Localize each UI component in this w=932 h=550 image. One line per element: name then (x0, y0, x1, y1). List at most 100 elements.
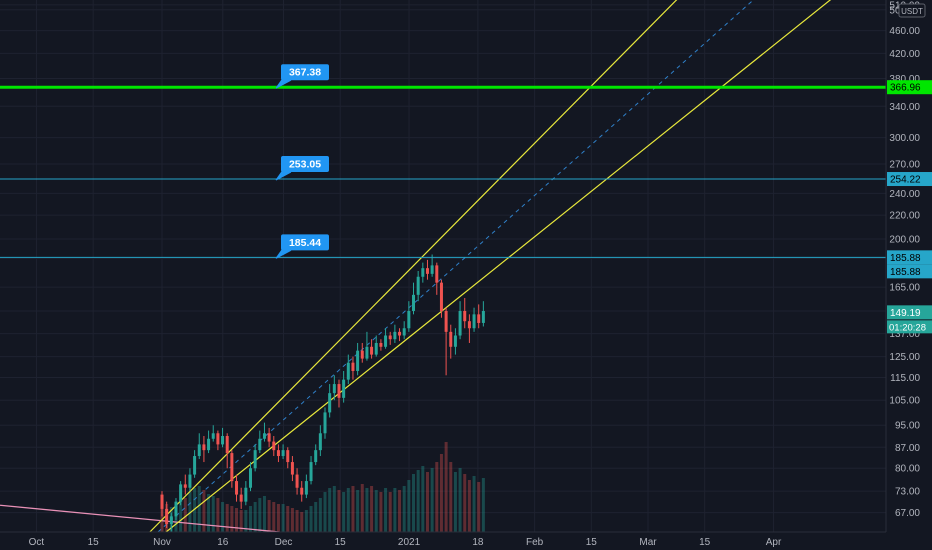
candle-body (435, 265, 439, 283)
candle-body (318, 433, 322, 451)
volume-bar (314, 502, 318, 532)
candlestick (262, 422, 266, 442)
price-callouts[interactable]: 367.38 253.05 185.44 (275, 64, 329, 259)
candlestick (374, 335, 378, 357)
candlestick (421, 262, 425, 283)
countdown-marker: 01:20:28 (887, 320, 932, 334)
candle-body (458, 310, 462, 336)
price-tick-label: 67.00 (895, 508, 920, 519)
candle-body (444, 310, 448, 332)
candlestick (221, 427, 225, 448)
volume-bar (388, 492, 392, 532)
candle-body (388, 335, 392, 340)
time-tick-label: 15 (88, 537, 100, 548)
price-line-axis-label: 185.88 (887, 250, 932, 265)
volume-bar (481, 478, 485, 532)
callout-text: 367.38 (289, 67, 321, 79)
time-tick-label: Nov (153, 537, 171, 548)
volume-bar (332, 486, 336, 532)
candlestick (351, 356, 355, 380)
price-tick-label: 73.00 (895, 487, 920, 498)
volume-bar (179, 500, 183, 532)
candle-body (453, 335, 457, 347)
callout-box (281, 234, 329, 251)
time-axis-panel[interactable] (0, 532, 932, 550)
candlesticks (160, 254, 485, 532)
candlestick (328, 384, 332, 418)
volume-bar (472, 476, 476, 532)
volume-bar (370, 486, 374, 532)
volume-bar (267, 500, 271, 532)
horizontal-price-lines[interactable] (0, 85, 886, 258)
axis-label-text: 185.88 (890, 253, 921, 264)
candle-body (402, 328, 406, 336)
price-callout[interactable]: 253.05 (275, 156, 329, 181)
volume-bar (337, 490, 341, 532)
volume-bar (216, 498, 220, 532)
candle-body (356, 350, 360, 372)
candlestick (370, 339, 374, 359)
price-callout[interactable]: 185.44 (275, 234, 329, 259)
candle-body (449, 331, 453, 347)
volume-bar (467, 480, 471, 532)
volume-bar (407, 480, 411, 532)
candlestick (477, 304, 481, 329)
candlestick (169, 512, 173, 532)
volume-bar (379, 492, 383, 532)
volume-bar (286, 506, 290, 532)
candle-body (463, 310, 467, 322)
candle-body (360, 350, 364, 359)
volume-bar (421, 466, 425, 532)
price-tick-label: 380.00 (889, 74, 920, 85)
time-tick-label: 15 (586, 537, 598, 548)
candlestick (472, 307, 476, 332)
candlestick (174, 498, 178, 521)
price-callout[interactable]: 367.38 (275, 64, 329, 89)
volume-bar (356, 490, 360, 532)
candle-body (407, 310, 411, 329)
candlestick (467, 314, 471, 343)
callout-box (281, 156, 329, 173)
candle-body (412, 294, 416, 311)
candle-body (398, 331, 402, 336)
price-tick-label: 105.00 (889, 396, 920, 407)
axis-marker-box (887, 264, 932, 279)
candle-body (421, 268, 425, 277)
volume-bar (318, 498, 322, 532)
candle-body (300, 487, 304, 495)
volume-bar (416, 470, 420, 532)
volume-bar (221, 502, 225, 532)
candlestick (407, 301, 411, 332)
time-axis[interactable]: Oct 15 Nov 16 Dec 15 2021 18 Feb 15 Mar 15 Apr (29, 537, 782, 548)
candle-body (244, 487, 248, 502)
currency-label: USDT (901, 7, 923, 16)
candlestick (425, 259, 429, 280)
volume-bar (193, 488, 197, 532)
currency-badge[interactable] (898, 3, 926, 18)
candlestick (193, 450, 197, 478)
candle-body (197, 444, 201, 457)
candlestick (379, 339, 383, 351)
channel-lower-line[interactable] (165, 0, 850, 533)
countdown-text: 01:20:28 (889, 322, 926, 333)
candle-body (221, 436, 225, 445)
volume-bar (328, 488, 332, 532)
countdown-box (887, 320, 932, 334)
time-tick-label: 15 (699, 537, 711, 548)
volume-bar (444, 442, 448, 532)
candlestick (290, 456, 294, 482)
callout-text: 253.05 (289, 159, 321, 171)
channel-upper-line[interactable] (149, 0, 693, 533)
price-tick-label: 87.00 (895, 443, 920, 454)
candle-body (276, 450, 280, 457)
candle-body (248, 468, 252, 488)
candle-body (425, 268, 429, 274)
callout-pointer (275, 248, 292, 259)
volume-bar (384, 488, 388, 532)
candlestick (463, 297, 467, 329)
price-tick-label: 220.00 (889, 211, 920, 222)
pink-trendline-segment[interactable] (0, 504, 280, 533)
candlestick (276, 444, 280, 463)
candlestick (458, 301, 462, 340)
